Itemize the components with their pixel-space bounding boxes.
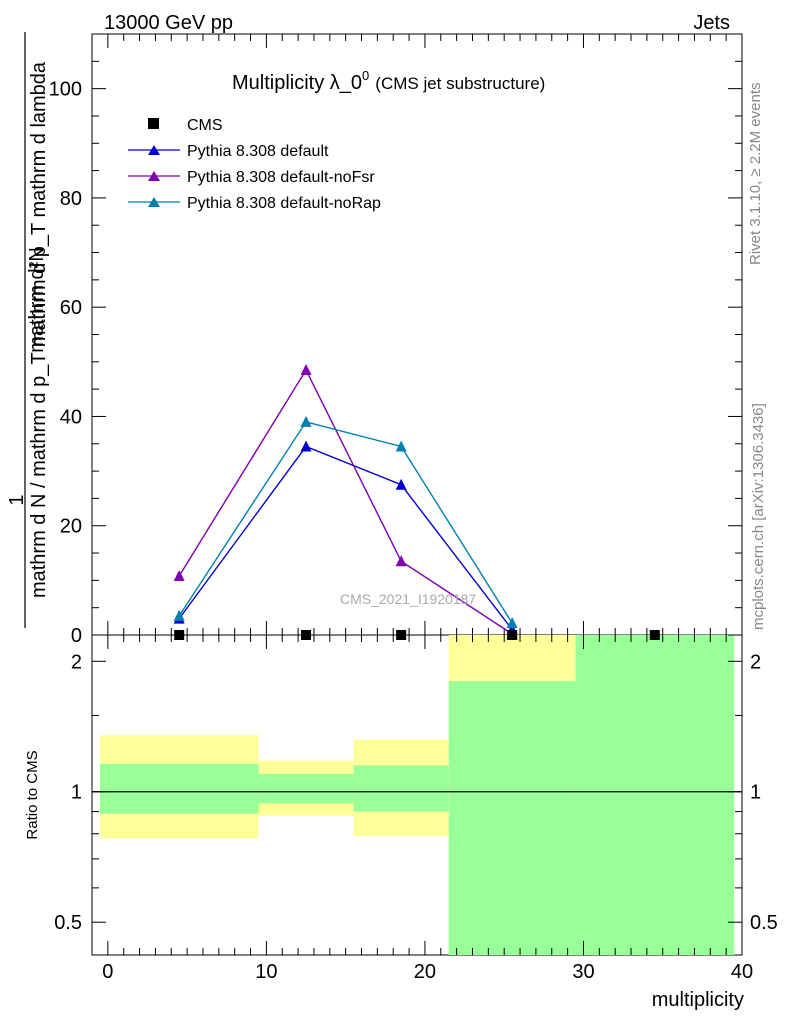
legend-marker-norap (148, 197, 160, 207)
legend-marker-nofsr (148, 171, 160, 181)
x-axis-label: multiplicity (652, 989, 744, 1011)
xtick-label-3: 30 (572, 961, 594, 983)
ratio-ytick-label-right-0: 0.5 (750, 912, 778, 934)
series-2-point-1 (300, 415, 312, 427)
main-ylabel-numerator: 1 (6, 494, 28, 505)
cms-point-0 (174, 630, 185, 640)
ratio-ytick-label-left-2: 2 (71, 651, 82, 673)
chart-subtitle: (CMS jet substructure) (375, 74, 545, 93)
ratio-band-green-1 (258, 773, 354, 804)
ratio-bands (92, 635, 742, 955)
series-1-point-1 (300, 364, 312, 376)
rivet-version: Rivet 3.1.10, ≥ 2.2M events (747, 83, 764, 266)
legend-marker-cms (148, 118, 159, 129)
main-ytick-label-4: 80 (60, 188, 82, 210)
xtick-label-2: 20 (414, 961, 436, 983)
ratio-ylabel: Ratio to CMS (24, 750, 41, 839)
series-0-point-2 (395, 478, 407, 490)
cms-point-4 (649, 630, 660, 640)
main-series (173, 364, 660, 640)
ratio-ytick-label-right-2: 2 (750, 651, 761, 673)
cms-point-1 (301, 630, 312, 640)
main-ylabel: mathrm d²N 1 mathrm d N / mathrm d p_T m… (6, 32, 50, 628)
legend-label-nofsr: Pythia 8.308 default-noFsr (187, 169, 375, 186)
xtick-label-1: 10 (255, 961, 277, 983)
xtick-label-4: 40 (731, 961, 753, 983)
cms-point-3 (507, 630, 518, 640)
series-2-point-3 (506, 616, 518, 628)
header-process: Jets (693, 12, 730, 34)
xtick-label-0: 0 (102, 961, 113, 983)
legend-label-default: Pythia 8.308 default (187, 143, 329, 160)
main-ylabel-denominator: mathrm d N / mathrm d p_T mathrm d p_T m… (28, 61, 50, 598)
main-ytick-label-1: 20 (60, 516, 82, 538)
legend-marker-default (148, 145, 160, 155)
series-line-1 (178, 368, 513, 635)
ratio-band-green-4 (575, 635, 735, 955)
main-axes: 0 20 40 60 80 100 (49, 33, 743, 647)
main-ytick-label-5: 100 (49, 79, 82, 101)
ratio-band-green-2 (353, 765, 449, 812)
main-ytick-label-3: 60 (60, 297, 82, 319)
ratio-band-green-3 (448, 681, 576, 955)
site-reference: mcplots.cern.ch [arXiv:1306.3436] (750, 403, 767, 630)
ratio-panel-frame (91, 634, 743, 956)
header-energy: 13000 GeV pp (104, 12, 233, 34)
series-2-point-2 (395, 440, 407, 452)
chart-title-sup: 0 (362, 68, 369, 83)
legend-label-cms: CMS (187, 117, 223, 134)
chart-title-main: Multiplicity λ_0 (232, 72, 362, 94)
series-0-point-1 (300, 440, 312, 452)
ratio-ytick-label-right-1: 1 (750, 782, 761, 804)
ratio-axes: 0.5 0.51 12 20 10 20 30 40 (54, 635, 778, 983)
ratio-ytick-label-left-1: 1 (71, 782, 82, 804)
main-ytick-label-0: 0 (71, 625, 82, 647)
legend-label-norap: Pythia 8.308 default-noRap (187, 195, 381, 212)
analysis-watermark: CMS_2021_I1920187 (340, 591, 476, 607)
chart-title: Multiplicity λ_00 (CMS jet substructure) (232, 68, 545, 94)
ratio-ytick-label-left-0: 0.5 (54, 912, 82, 934)
series-1-point-2 (395, 555, 407, 567)
cms-point-2 (396, 630, 407, 640)
legend: CMS Pythia 8.308 default Pythia 8.308 de… (128, 117, 381, 212)
series-line-2 (178, 421, 513, 624)
main-ylabel-upper: mathrm d²N (26, 247, 48, 353)
series-2-point-0 (173, 609, 185, 621)
main-ytick-label-2: 40 (60, 406, 82, 428)
series-1-point-0 (173, 569, 185, 581)
ratio-band-green-0 (99, 763, 259, 814)
